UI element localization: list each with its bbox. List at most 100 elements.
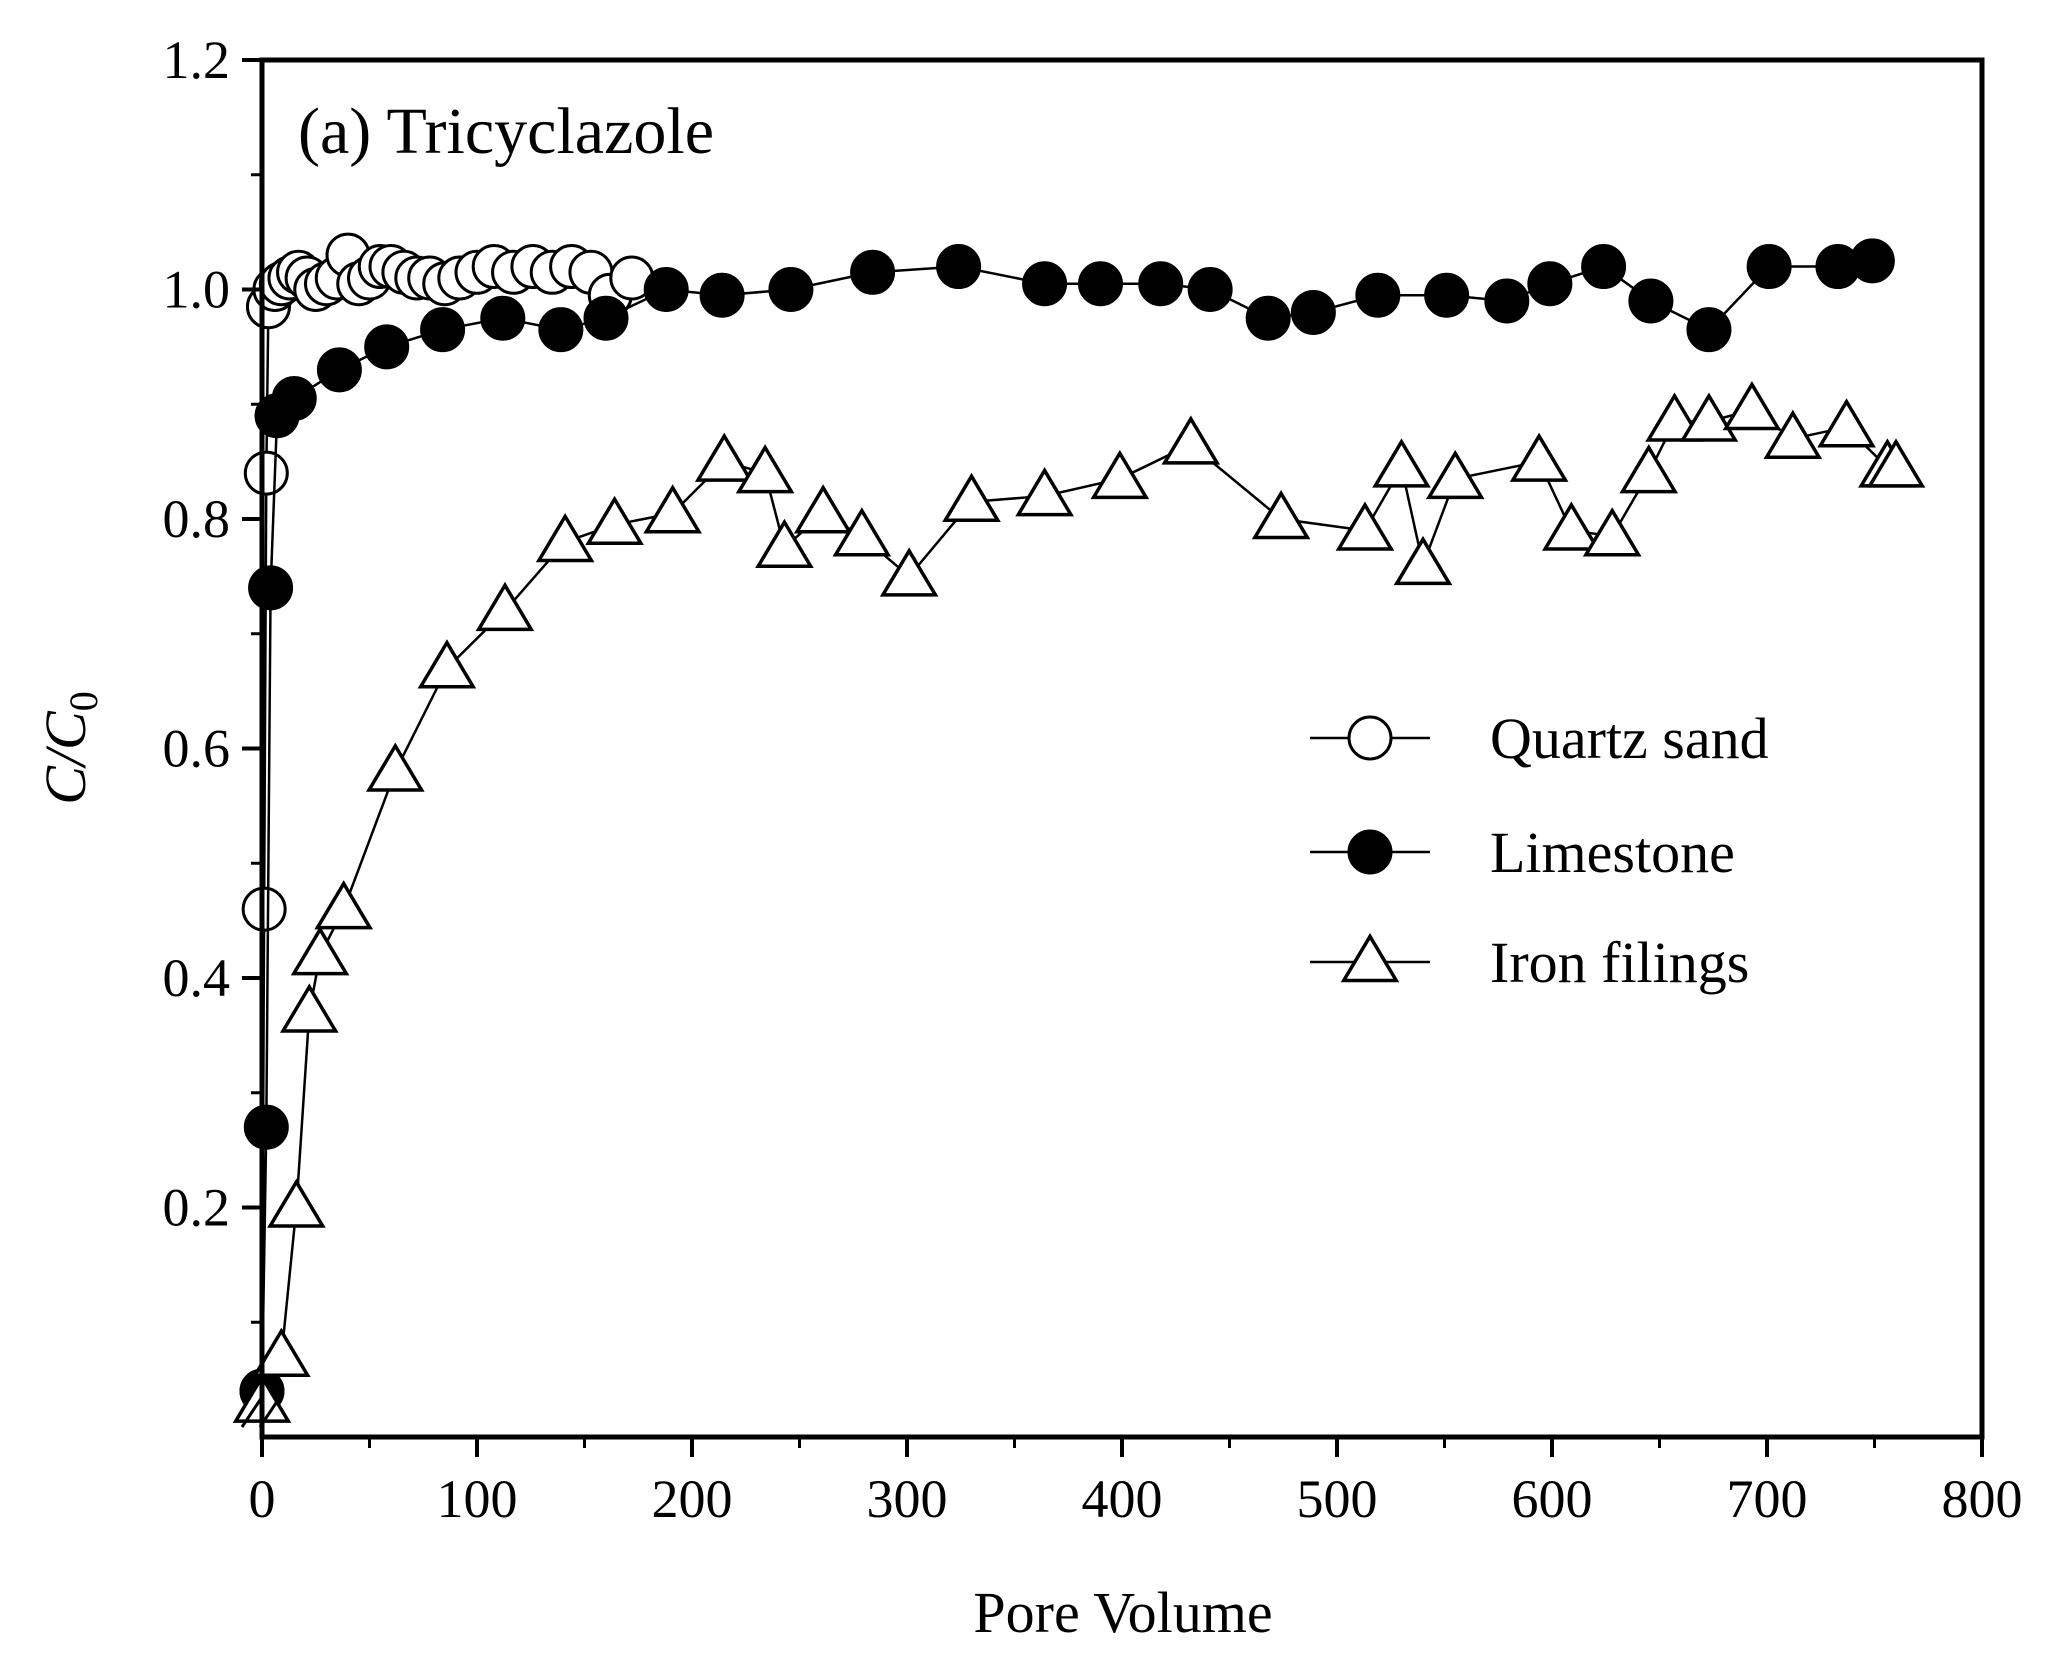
series-line [260,408,1896,1404]
data-point [1078,261,1123,307]
data-point [1628,278,1674,324]
y-tick-label: 0.4 [163,948,231,1008]
data-point [1245,295,1291,341]
data-point [290,926,350,976]
data-point [243,450,289,496]
data-point [1582,507,1642,557]
data-point [248,565,294,611]
data-point [942,472,1001,523]
data-point [1015,467,1074,517]
axis-break-mark [240,1396,264,1428]
x-tick-label: 0 [249,1469,276,1529]
x-tick-label: 700 [1727,1469,1808,1529]
legend-item: Quartz sand [1310,706,1769,771]
data-point [699,272,745,318]
data-point [1686,307,1732,353]
y-tick-label: 0.6 [163,719,231,779]
data-point [1022,261,1068,307]
data-point [1763,409,1823,459]
legend-item: Limestone [1310,820,1735,885]
data-point [1509,432,1569,482]
legend-label: Limestone [1490,820,1735,885]
data-point [1161,415,1221,465]
x-tick-label: 500 [1297,1469,1378,1529]
data-point [1355,272,1401,318]
legend-marker [1347,715,1393,761]
data-point [1290,289,1336,335]
data-point [793,484,853,534]
data-point [879,547,939,597]
legend-label: Quartz sand [1490,706,1769,771]
x-tick-label: 100 [437,1469,518,1529]
series-layer [232,232,1926,1423]
y-axis-title-sub: 0 [61,691,106,711]
y-axis-title-main: C/C [33,710,98,805]
data-point [252,1327,311,1377]
data-point [1372,438,1431,488]
data-point [735,444,795,494]
y-axis-title: C/C0 [33,691,106,805]
data-point [1090,449,1150,500]
data-point [1251,490,1311,540]
data-point [585,495,644,546]
y-tick-label: 0.8 [163,489,231,549]
data-point [1849,238,1895,284]
data-point [364,324,410,370]
ticks-layer [240,58,1984,1457]
data-point [1484,278,1530,324]
y-tick-label: 0.2 [163,1178,231,1238]
data-point [643,267,689,312]
y-tick-label: 1.2 [163,30,231,90]
legend: Quartz sand Limestone Iron filings [1310,706,1769,995]
data-point [1424,272,1470,318]
data-point [1722,380,1782,431]
series-iron-filings [232,380,1926,1423]
data-point [1138,261,1184,307]
legend-marker [1347,829,1393,875]
axis-break-mark [258,1396,282,1428]
data-point [1425,449,1485,500]
series-limestone [239,238,1895,1414]
data-point [1335,501,1395,551]
x-tick-label: 400 [1082,1469,1163,1529]
x-tick-label: 800 [1942,1469,2023,1529]
data-point [1817,398,1876,448]
data-point [271,376,317,422]
legend-marker [1340,933,1400,983]
y-tick-label: 1.0 [163,260,231,320]
data-point [480,295,526,341]
data-point [279,983,339,1033]
legend-item: Iron filings [1310,930,1749,995]
data-point [832,507,892,557]
data-point [755,518,814,568]
data-point [936,244,982,290]
data-point [420,307,466,353]
data-point [316,347,362,393]
data-point [538,307,584,353]
data-point [1746,244,1792,290]
data-point [475,581,535,632]
data-point [643,484,702,534]
data-point [1866,438,1926,488]
tick-labels-layer: 0 100 200 300 400 500 600 700 800 0.2 0.4 0.6 0.8 1.0… [163,30,2023,1529]
data-point [768,267,814,312]
data-point [535,512,595,563]
legend-label: Iron filings [1490,930,1749,995]
x-tick-label: 300 [867,1469,948,1529]
series-quartz-sand [239,232,655,1414]
data-point [850,249,896,295]
data-point [243,1104,289,1150]
data-point [694,432,754,482]
data-point [1542,501,1601,551]
data-point [267,1178,326,1228]
data-point [583,295,629,341]
chart-title: (a) Tricyclazole [298,95,714,168]
data-point [417,639,477,689]
data-point [365,742,425,792]
x-tick-label: 600 [1512,1469,1593,1529]
data-point [1581,244,1627,290]
data-point [1619,444,1679,494]
data-point [1527,261,1573,307]
x-axis-title: Pore Volume [973,1580,1272,1645]
